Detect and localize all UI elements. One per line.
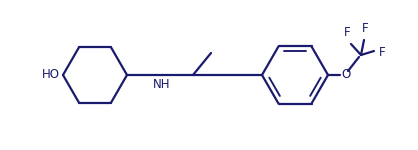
Text: F: F bbox=[379, 45, 386, 58]
Text: F: F bbox=[362, 22, 368, 35]
Text: NH: NH bbox=[153, 78, 171, 91]
Text: O: O bbox=[341, 69, 350, 81]
Text: HO: HO bbox=[42, 69, 60, 81]
Text: F: F bbox=[344, 26, 350, 39]
